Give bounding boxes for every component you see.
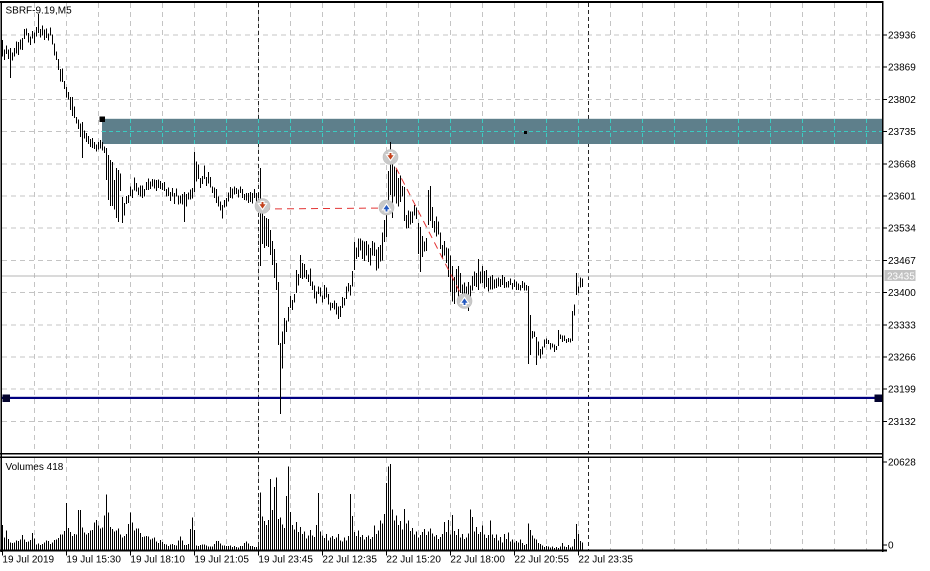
svg-text:23668: 23668	[888, 159, 916, 170]
svg-text:23601: 23601	[888, 192, 916, 203]
svg-text:23936: 23936	[888, 31, 916, 42]
svg-text:22 Jul 12:35: 22 Jul 12:35	[322, 555, 377, 566]
svg-text:19 Jul 2019: 19 Jul 2019	[2, 555, 54, 566]
svg-text:19 Jul 21:05: 19 Jul 21:05	[194, 555, 249, 566]
svg-text:19 Jul 15:30: 19 Jul 15:30	[66, 555, 121, 566]
svg-text:23266: 23266	[888, 353, 916, 364]
svg-text:19 Jul 18:10: 19 Jul 18:10	[130, 555, 185, 566]
svg-text:22 Jul 20:55: 22 Jul 20:55	[514, 555, 569, 566]
svg-text:23333: 23333	[888, 320, 916, 331]
svg-text:0: 0	[888, 541, 894, 552]
svg-text:23199: 23199	[888, 385, 916, 396]
svg-text:19 Jul 23:45: 19 Jul 23:45	[258, 555, 313, 566]
svg-text:20628: 20628	[888, 458, 916, 469]
svg-text:23735: 23735	[888, 127, 916, 138]
svg-text:22 Jul 15:20: 22 Jul 15:20	[386, 555, 441, 566]
svg-text:23435: 23435	[887, 271, 915, 282]
svg-text:23869: 23869	[888, 63, 916, 74]
svg-text:23400: 23400	[888, 288, 916, 299]
svg-text:Volumes 418: Volumes 418	[6, 462, 64, 473]
svg-text:SBRF-9.19,M5: SBRF-9.19,M5	[6, 6, 73, 17]
svg-text:23802: 23802	[888, 95, 916, 106]
svg-text:23534: 23534	[888, 224, 916, 235]
svg-text:23132: 23132	[888, 417, 916, 428]
svg-text:22 Jul 18:00: 22 Jul 18:00	[450, 555, 505, 566]
svg-text:22 Jul 23:35: 22 Jul 23:35	[578, 555, 633, 566]
svg-text:23467: 23467	[888, 256, 916, 267]
